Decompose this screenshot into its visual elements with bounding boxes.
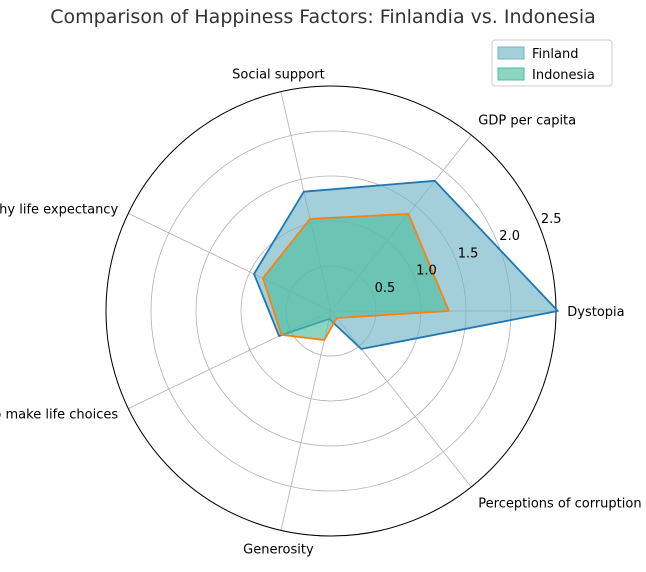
r-tick-label: 2.5 [541,212,562,227]
radial-tick-labels: 0.5 1.0 1.5 2.0 2.5 [375,212,562,296]
finland-legend-label: Finland [532,47,578,62]
finland-legend-swatch [497,46,525,60]
indonesia-line [261,212,450,341]
legend: Finland Indonesia [491,39,613,87]
axis-labels: Dystopia GDP per capita Social support Heal… [0,68,642,558]
category-label: Perceptions of corruption [478,497,641,512]
finland-line [253,179,559,350]
indonesia-area [262,213,449,340]
r-tick-label: 1.0 [416,264,437,279]
series-layer [253,179,559,350]
r-tick-label: 2.0 [499,229,520,244]
chart-title: Comparison of Happiness Factors: Finland… [50,6,596,28]
r-tick-label: 1.5 [458,246,479,261]
grid-spoke [280,310,332,531]
category-label: Freedom to make life choices [0,408,118,423]
category-label: Dystopia [567,305,624,320]
indonesia-legend-label: Indonesia [532,68,595,83]
category-label: Generosity [243,542,314,557]
r-tick-label: 0.5 [375,281,396,296]
category-label: Healthy life expectancy [0,202,118,217]
category-label: GDP per capita [478,113,576,128]
category-label: Social support [232,68,325,83]
indonesia-legend-swatch [497,67,525,81]
